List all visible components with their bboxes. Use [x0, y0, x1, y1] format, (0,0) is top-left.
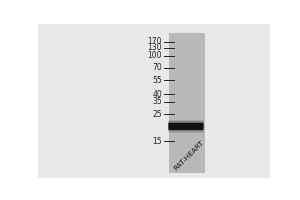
FancyBboxPatch shape	[168, 121, 203, 132]
Text: 70: 70	[152, 63, 162, 72]
Text: 100: 100	[147, 51, 162, 60]
FancyBboxPatch shape	[168, 123, 203, 130]
Text: 170: 170	[147, 37, 162, 46]
Text: 40: 40	[152, 90, 162, 99]
Text: 35: 35	[152, 97, 162, 106]
Text: 130: 130	[147, 43, 162, 52]
FancyBboxPatch shape	[169, 33, 205, 173]
FancyBboxPatch shape	[168, 122, 203, 131]
Text: 55: 55	[152, 76, 162, 85]
FancyBboxPatch shape	[168, 120, 203, 133]
Text: 25: 25	[152, 110, 162, 119]
Text: 15: 15	[152, 137, 162, 146]
FancyBboxPatch shape	[38, 24, 270, 178]
Text: RAT-HEART: RAT-HEART	[173, 140, 205, 172]
